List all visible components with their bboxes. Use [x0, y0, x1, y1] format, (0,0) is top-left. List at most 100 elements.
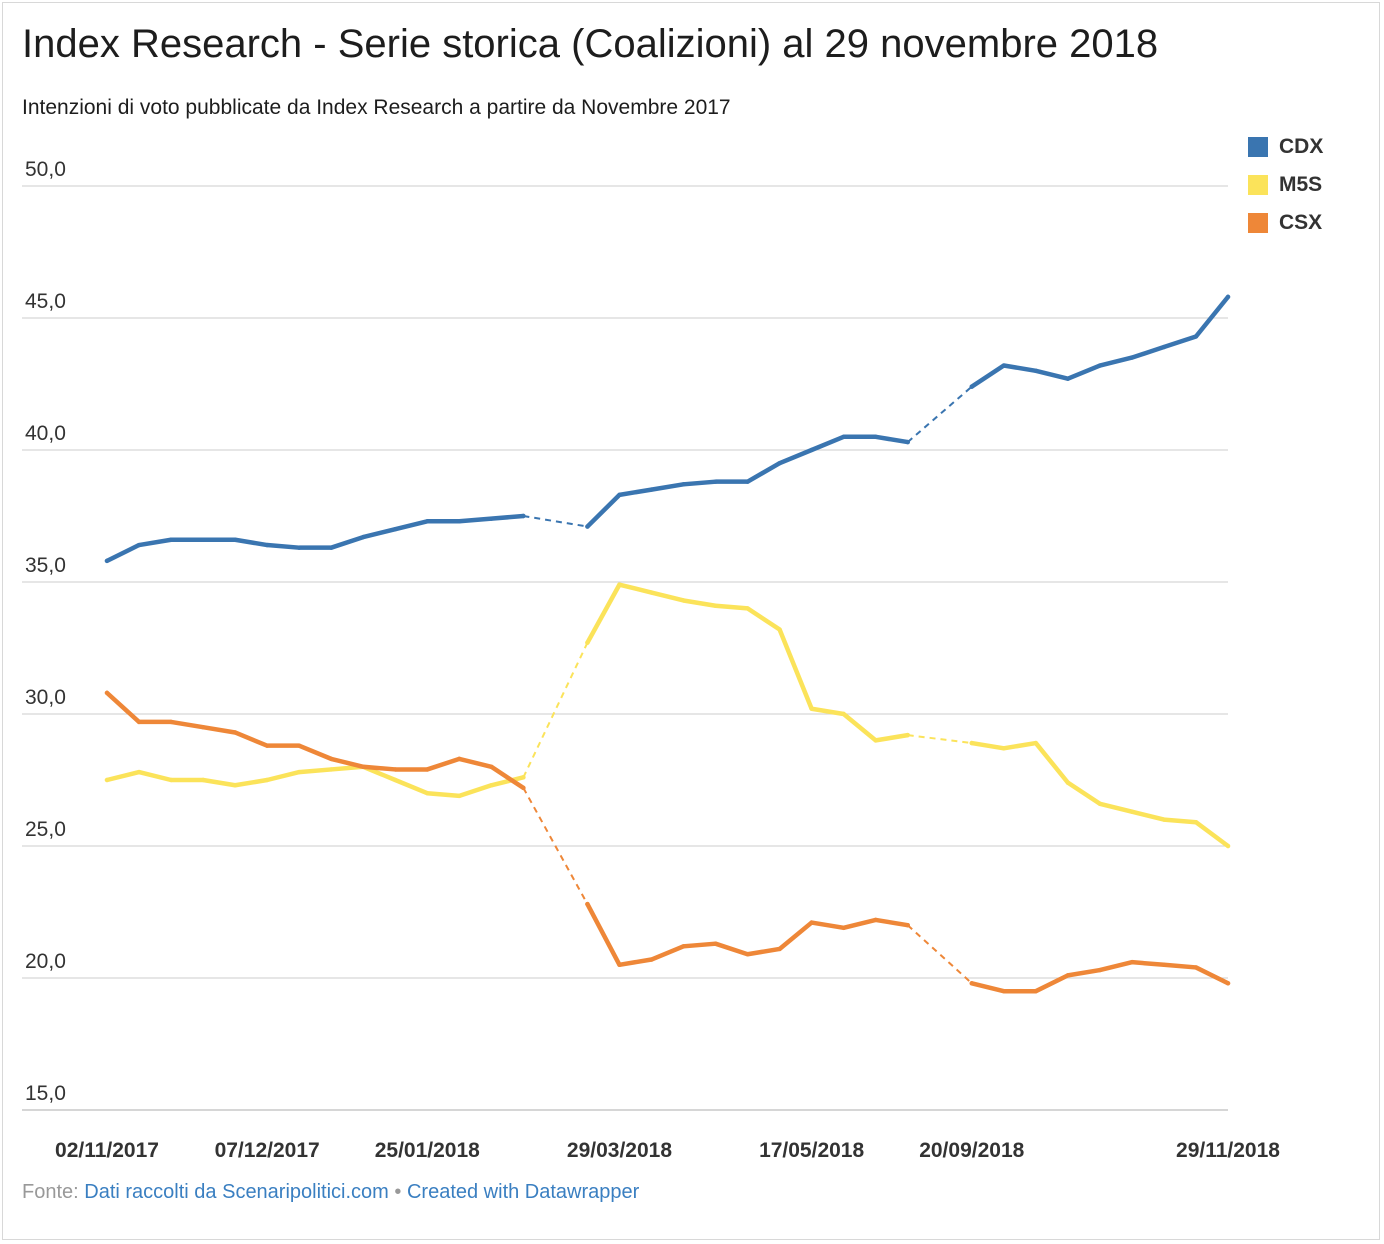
data-point[interactable]: [489, 764, 494, 769]
data-point[interactable]: [905, 923, 910, 928]
data-point[interactable]: [1161, 817, 1167, 822]
data-point[interactable]: [617, 962, 622, 967]
data-point[interactable]: [232, 730, 238, 735]
data-point[interactable]: [1001, 989, 1006, 994]
data-point[interactable]: [1193, 334, 1199, 339]
data-point[interactable]: [1033, 740, 1039, 746]
data-point[interactable]: [393, 527, 398, 532]
data-point[interactable]: [104, 690, 110, 696]
data-point[interactable]: [168, 719, 174, 725]
data-point[interactable]: [1097, 801, 1103, 806]
data-point[interactable]: [136, 719, 142, 725]
data-point[interactable]: [713, 603, 718, 608]
legend-item-csx[interactable]: CSX: [1248, 204, 1323, 242]
data-point[interactable]: [104, 777, 110, 783]
legend-item-cdx[interactable]: CDX: [1248, 128, 1323, 166]
data-point[interactable]: [585, 901, 590, 907]
data-point[interactable]: [1161, 962, 1167, 967]
data-point[interactable]: [200, 537, 206, 542]
data-point[interactable]: [905, 439, 910, 445]
data-point[interactable]: [1193, 820, 1199, 825]
source-link[interactable]: Dati raccolti da Scenaripolitici.com: [84, 1181, 389, 1203]
data-point[interactable]: [745, 479, 750, 484]
data-point[interactable]: [521, 513, 526, 519]
data-point[interactable]: [1033, 989, 1039, 994]
data-point[interactable]: [361, 534, 366, 540]
data-point[interactable]: [1097, 363, 1103, 368]
data-point[interactable]: [296, 545, 302, 550]
data-point[interactable]: [296, 743, 302, 748]
data-point[interactable]: [649, 957, 654, 962]
data-point[interactable]: [200, 725, 206, 730]
data-point[interactable]: [681, 598, 686, 603]
data-point[interactable]: [329, 756, 334, 762]
data-point[interactable]: [329, 767, 334, 772]
data-point[interactable]: [393, 777, 398, 783]
data-point[interactable]: [489, 783, 494, 788]
data-point[interactable]: [1225, 294, 1231, 300]
data-point[interactable]: [425, 767, 430, 772]
data-point[interactable]: [425, 519, 430, 524]
data-point[interactable]: [617, 492, 622, 498]
data-point[interactable]: [489, 516, 494, 521]
data-point[interactable]: [873, 434, 878, 439]
data-point[interactable]: [681, 482, 686, 487]
data-point[interactable]: [617, 582, 622, 587]
data-point[interactable]: [681, 944, 686, 949]
data-point[interactable]: [777, 627, 782, 632]
data-point[interactable]: [649, 590, 654, 595]
data-point[interactable]: [104, 558, 110, 564]
data-point[interactable]: [1129, 355, 1135, 360]
data-point[interactable]: [585, 524, 590, 529]
data-point[interactable]: [1065, 780, 1071, 785]
data-point[interactable]: [168, 537, 174, 542]
data-point[interactable]: [713, 941, 718, 946]
data-point[interactable]: [264, 542, 270, 548]
data-point[interactable]: [1065, 973, 1071, 978]
data-point[interactable]: [969, 981, 974, 986]
data-point[interactable]: [585, 640, 590, 645]
data-point[interactable]: [264, 743, 270, 748]
data-point[interactable]: [841, 925, 846, 931]
data-point[interactable]: [393, 767, 398, 772]
data-point[interactable]: [1097, 967, 1103, 973]
data-point[interactable]: [232, 783, 238, 788]
data-point[interactable]: [136, 542, 142, 548]
legend-item-m5s[interactable]: M5S: [1248, 166, 1323, 204]
data-point[interactable]: [1033, 368, 1039, 373]
data-point[interactable]: [1001, 746, 1006, 751]
data-point[interactable]: [745, 952, 750, 957]
data-point[interactable]: [329, 545, 334, 550]
data-point[interactable]: [232, 537, 238, 542]
data-point[interactable]: [1065, 376, 1071, 381]
data-point[interactable]: [873, 917, 878, 923]
data-point[interactable]: [1161, 344, 1167, 350]
datawrapper-link[interactable]: Created with Datawrapper: [406, 1181, 640, 1203]
data-point[interactable]: [200, 777, 206, 783]
data-point[interactable]: [457, 793, 462, 799]
data-point[interactable]: [777, 461, 782, 466]
data-point[interactable]: [296, 769, 302, 775]
data-point[interactable]: [521, 785, 526, 791]
data-point[interactable]: [905, 732, 910, 738]
data-point[interactable]: [1225, 981, 1231, 986]
data-point[interactable]: [136, 769, 142, 775]
data-point[interactable]: [1193, 965, 1199, 970]
data-point[interactable]: [457, 519, 462, 524]
data-point[interactable]: [521, 775, 526, 780]
data-point[interactable]: [1225, 843, 1231, 849]
data-point[interactable]: [425, 791, 430, 796]
data-point[interactable]: [841, 434, 846, 439]
data-point[interactable]: [873, 738, 878, 743]
data-point[interactable]: [713, 479, 718, 484]
data-point[interactable]: [969, 740, 974, 746]
data-point[interactable]: [168, 777, 174, 783]
data-point[interactable]: [841, 711, 846, 717]
data-point[interactable]: [745, 606, 750, 611]
data-point[interactable]: [1001, 363, 1006, 368]
data-point[interactable]: [649, 487, 654, 492]
data-point[interactable]: [809, 920, 814, 925]
data-point[interactable]: [1129, 809, 1135, 814]
data-point[interactable]: [809, 447, 814, 453]
data-point[interactable]: [1129, 959, 1135, 965]
